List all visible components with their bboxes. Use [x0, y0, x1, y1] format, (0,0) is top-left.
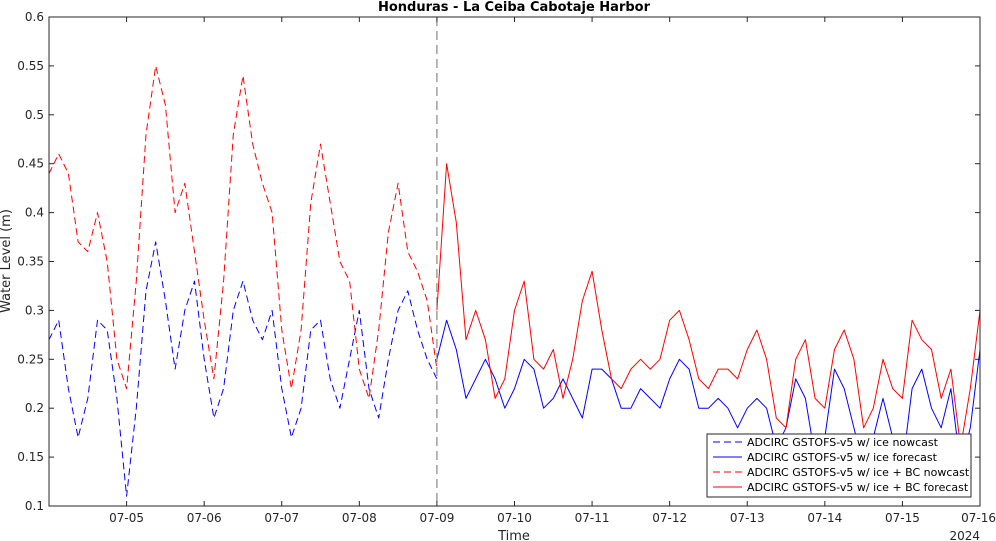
legend-box [706, 433, 972, 498]
y-tick-label: 0.45 [17, 157, 44, 171]
x-tick-label: 07-09 [419, 511, 454, 525]
legend: ADCIRC GSTOFS-v5 w/ ice nowcast ADCIRC GS… [706, 433, 972, 498]
series-line-ice-nowcast [48, 241, 438, 497]
x-tick-label: 07-12 [652, 511, 687, 525]
x-axis-label: Time [497, 529, 530, 541]
x-axis-year-label: 2024 [949, 529, 980, 541]
y-tick-label: 0.6 [25, 10, 44, 24]
x-tick-label: 07-13 [730, 511, 765, 525]
legend-label: ADCIRC GSTOFS-v5 w/ ice forecast [747, 451, 938, 464]
y-axis-label: Water Level (m) [0, 209, 14, 313]
y-tick-label: 0.35 [17, 255, 44, 269]
y-tick-label: 0.3 [25, 303, 44, 317]
series-line-ice-forecast [436, 319, 981, 468]
x-tick-label: 07-15 [885, 511, 920, 525]
y-tick-label: 0.2 [25, 401, 44, 415]
y-tick-label: 0.25 [17, 352, 44, 366]
y-tick-label: 0.4 [25, 206, 44, 220]
y-tick-label: 0.1 [25, 499, 44, 513]
y-tick-label: 0.5 [25, 108, 44, 122]
chart-title: Honduras - La Ceiba Cabotaje Harbor [378, 0, 651, 15]
legend-label: ADCIRC GSTOFS-v5 w/ ice + BC nowcast [747, 466, 970, 479]
x-tick-label: 07-05 [109, 511, 144, 525]
plot-area [49, 17, 980, 506]
y-tick-label: 0.55 [17, 59, 44, 73]
x-tick-label: 07-16 [961, 511, 996, 525]
x-tick-label: 07-14 [807, 511, 842, 525]
legend-label: ADCIRC GSTOFS-v5 w/ ice + BC forecast [747, 481, 969, 494]
x-tick-label: 07-07 [264, 511, 299, 525]
legend-label: ADCIRC GSTOFS-v5 w/ ice nowcast [747, 436, 939, 449]
x-tick-label: 07-08 [342, 511, 377, 525]
series-layer [48, 65, 981, 497]
y-axis-ticks: 0.1 0.15 0.2 0.25 0.3 0.35 0.4 0.45 0.5 0.55 0.6 [17, 10, 980, 513]
y-tick-label: 0.15 [17, 450, 44, 464]
x-axis-ticks: 07-05 07-06 07-07 07-08 07-09 07-10 07-11 07-12… [109, 17, 996, 525]
x-tick-label: 07-10 [497, 511, 532, 525]
series-line-ice-bc-forecast [436, 163, 981, 448]
x-tick-label: 07-06 [187, 511, 222, 525]
x-tick-label: 07-11 [575, 511, 610, 525]
